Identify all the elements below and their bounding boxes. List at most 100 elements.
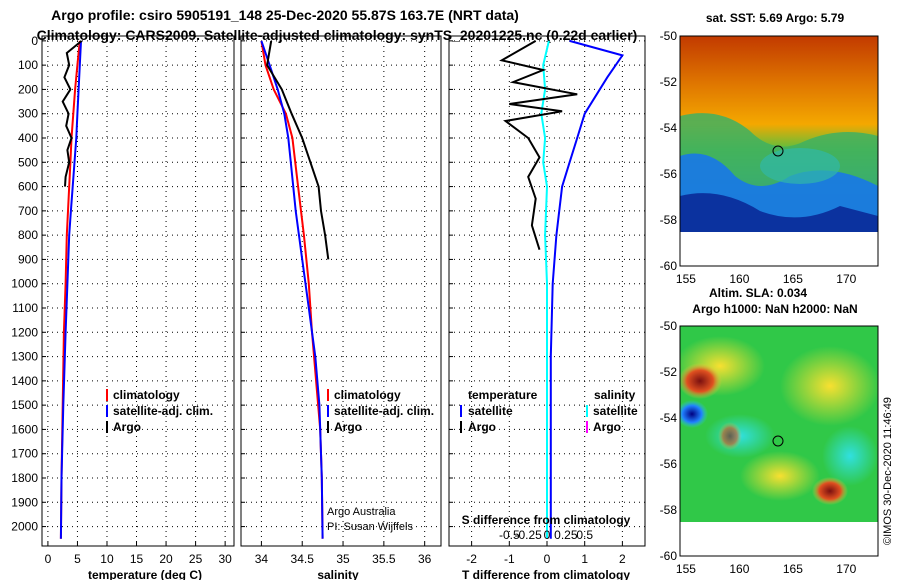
series-line	[260, 40, 324, 539]
x-tick-label: 30	[218, 552, 232, 566]
lat-tick-label: -58	[660, 503, 678, 517]
legend-label-s-argo: Argo	[593, 420, 621, 434]
x-tick-label: 10	[100, 552, 114, 566]
depth-tick-label: 300	[18, 107, 38, 121]
depth-tick-label: 1900	[11, 495, 38, 509]
sla-map-blank	[680, 522, 878, 558]
lat-tick-label: -56	[660, 457, 678, 471]
sst-map: 155 160 165 170 -50 -52 -54 -56 -58 -60	[660, 29, 879, 286]
lat-tick-label: -52	[660, 365, 678, 379]
legend-swatch-climatology	[327, 389, 329, 401]
lon-tick-label: 160	[729, 272, 749, 286]
difference-legend: temperature salinity satellite Argo sate…	[460, 388, 638, 434]
lat-tick-label: -52	[660, 75, 678, 89]
sla-map: 155 160 165 170 -50 -52 -54 -56 -58 -60	[660, 319, 879, 576]
sla-map-title-2: Argo h1000: NaN h2000: NaN	[692, 302, 857, 316]
series-line	[499, 40, 578, 250]
legend-label-s-satellite: satellite	[593, 404, 638, 418]
s-tick-label: -0.25	[514, 528, 542, 542]
plot-frame	[240, 35, 442, 547]
lon-tick-label: 155	[676, 272, 696, 286]
series-line	[61, 40, 83, 187]
lat-tick-label: -56	[660, 167, 678, 181]
legend-label-climatology: climatology	[113, 388, 180, 402]
legend-label-satellite: satellite-adj. clim.	[113, 404, 213, 418]
x-tick-label: 34.5	[291, 552, 315, 566]
legend-swatch-s-satellite	[586, 405, 588, 417]
x-tick-label: -1	[504, 552, 515, 566]
x-tick-label: 25	[189, 552, 203, 566]
legend-swatch-satellite	[106, 405, 108, 417]
x-tick-label: -2	[466, 552, 477, 566]
legend-swatch-t-satellite	[460, 405, 462, 417]
lon-tick-label: 160	[729, 562, 749, 576]
credit-argo-australia: Argo Australia	[327, 506, 396, 518]
sla-map-title-1: Altim. SLA: 0.034	[709, 286, 807, 300]
s-tick-label: -0.5	[499, 528, 520, 542]
s-tick-label: 0.25	[554, 528, 578, 542]
lat-tick-label: -54	[660, 411, 678, 425]
legend-label-t-argo: Argo	[468, 420, 496, 434]
depth-tick-label: 2000	[11, 520, 38, 534]
lat-tick-label: -54	[660, 121, 678, 135]
x-tick-label: 5	[74, 552, 81, 566]
s-tick-label: 0.5	[576, 528, 593, 542]
sst-argo-marker	[772, 145, 784, 157]
s-tick-label: 0	[544, 528, 551, 542]
temperature-axis-label: temperature (deg C)	[88, 568, 202, 580]
temperature-legend: climatology satellite-adj. clim. Argo	[106, 388, 213, 434]
series-line	[549, 39, 625, 539]
sst-map-blank	[680, 232, 878, 264]
lat-tick-label: -58	[660, 213, 678, 227]
salinity-axis-label: salinity	[317, 568, 359, 580]
x-tick-label: 20	[159, 552, 173, 566]
sst-map-title: sat. SST: 5.69 Argo: 5.79	[706, 11, 845, 25]
difference-panel: -2 -1 0 1 2 -0.5-0.25 0 0.250.5	[448, 35, 646, 566]
legend-swatch-argo	[106, 421, 108, 433]
lat-tick-label: -50	[660, 319, 678, 333]
map-frame	[679, 325, 879, 557]
s-difference-axis-label: S difference from climatology	[462, 513, 631, 527]
lat-tick-label: -60	[660, 549, 678, 563]
temperature-panel: 0 5 10 15 20 25 30	[41, 35, 235, 566]
lon-tick-label: 170	[836, 272, 856, 286]
lat-tick-label: -50	[660, 29, 678, 43]
x-tick-label: 2	[619, 552, 626, 566]
x-tick-label: 15	[130, 552, 144, 566]
depth-tick-label: 200	[18, 82, 38, 96]
x-tick-label: 36	[418, 552, 432, 566]
depth-tick-label: 1200	[11, 325, 38, 339]
depth-tick-label: 1000	[11, 277, 38, 291]
series-line	[266, 40, 330, 260]
legend-label-climatology: climatology	[334, 388, 401, 402]
plot-frame	[41, 35, 235, 547]
depth-tick-label: 1400	[11, 374, 38, 388]
series-line	[59, 40, 82, 539]
depth-tick-label: 0	[31, 34, 38, 48]
depth-tick-label: 1100	[12, 301, 38, 315]
imos-credit: ©IMOS 30-Dec-2020 11:46:49	[882, 397, 894, 545]
series-line	[540, 40, 550, 539]
x-tick-label: 1	[581, 552, 588, 566]
legend-swatch-argo	[327, 421, 329, 433]
legend-swatch-t-argo	[460, 421, 462, 433]
depth-tick-label: 1500	[11, 398, 38, 412]
x-tick-label: 0	[544, 552, 551, 566]
depth-tick-label: 1700	[11, 447, 38, 461]
sst-map-axes: 155 160 165 170 -50 -52 -54 -56 -58 -60	[660, 29, 879, 286]
depth-tick-label: 100	[18, 58, 38, 72]
depth-tick-label: 700	[18, 204, 38, 218]
depth-tick-label: 1800	[11, 471, 38, 485]
depth-tick-label: 1600	[11, 422, 38, 436]
title-line-2: Climatology: CARS2009. Satellite-adjuste…	[37, 27, 638, 43]
credit-pi-name: PI: Susan Wijffels	[327, 521, 413, 533]
lon-tick-label: 170	[836, 562, 856, 576]
depth-tick-label: 400	[18, 131, 38, 145]
depth-tick-label: 600	[18, 180, 38, 194]
x-tick-label: 34	[255, 552, 269, 566]
sla-argo-marker	[772, 435, 784, 447]
salinity-panel: 34 34.5 35 35.5 36	[240, 35, 442, 566]
depth-tick-label: 800	[18, 228, 38, 242]
salinity-legend: climatology satellite-adj. clim. Argo Ar…	[327, 388, 434, 533]
